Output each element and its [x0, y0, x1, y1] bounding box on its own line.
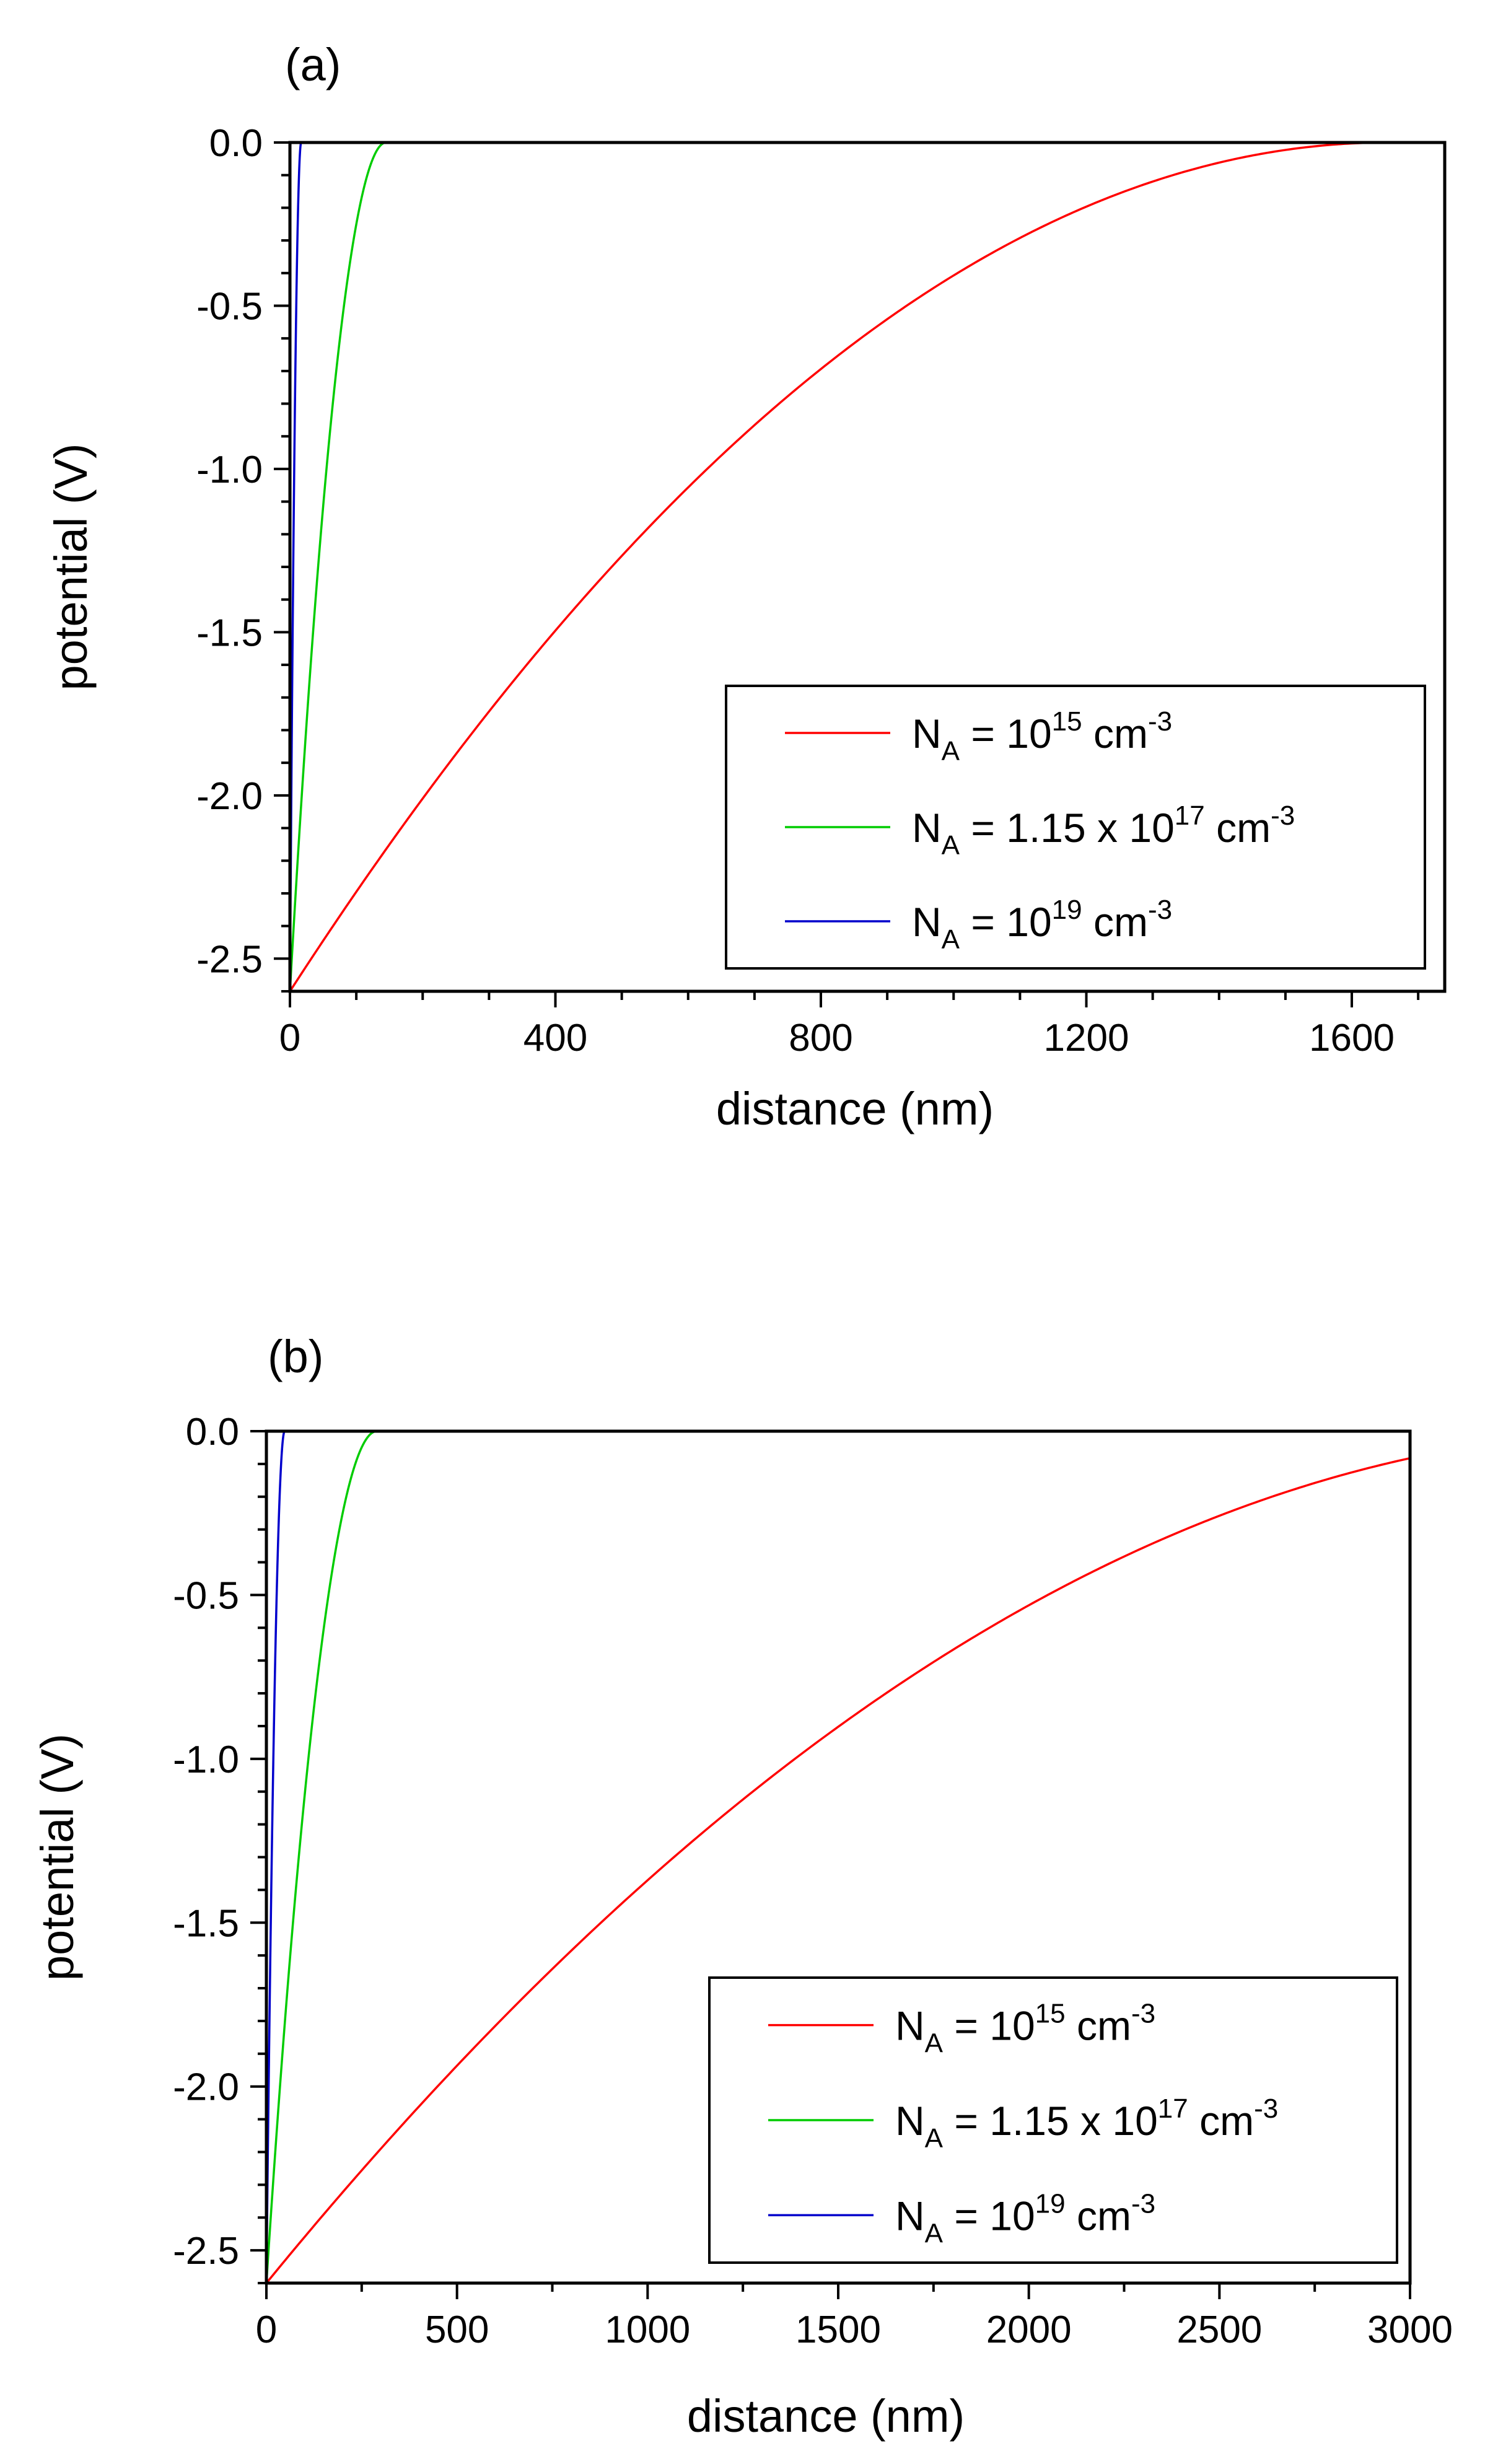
panel-b-legend-label-2: NA = 1.15 x 1017 cm-3	[895, 2094, 1278, 2154]
panel-a-y-tick-label: -2.0	[196, 775, 263, 818]
panel-a-label: (a)	[285, 39, 341, 90]
panel-b-x-tick-label: 1000	[605, 2308, 690, 2351]
panel-b-series-group	[266, 1431, 1410, 2283]
panel-b-y-tick-label: -1.5	[173, 1902, 239, 1945]
panel-b-series-line-3	[266, 1431, 1410, 2283]
panel-b-series-line-2	[266, 1431, 1410, 2283]
panel-a-legend: NA = 1015 cm-3 NA = 1.15 x 1017 cm-3 NA = …	[725, 685, 1426, 970]
panel-a-y-tick-label: -0.5	[196, 285, 263, 328]
panel-a-y-tick-label: -1.0	[196, 449, 263, 491]
panel-a-series-line-1	[290, 142, 1445, 991]
panel-a-x-tick-label: 400	[523, 1017, 587, 1059]
panel-b-y-tick-label: -0.5	[173, 1574, 239, 1617]
panel-a-x-tick-label: 0	[279, 1017, 300, 1059]
panel-a-series-line-2	[290, 142, 1445, 991]
panel-b-legend-label-3: NA = 1019 cm-3	[895, 2188, 1155, 2248]
panel-b-x-axis-title: distance (nm)	[687, 2390, 965, 2442]
panel-a-legend-label-2: NA = 1.15 x 1017 cm-3	[912, 800, 1295, 861]
panel-a-y-tick-label: -1.5	[196, 612, 263, 654]
panel-a-x-tick-label: 800	[789, 1017, 852, 1059]
panel-b-x-tick-label: 3000	[1367, 2308, 1453, 2351]
panel-a-y-axis-title: potential (V)	[45, 444, 97, 691]
panel-a-y-tick-label: 0.0	[209, 122, 263, 165]
panel-a-legend-label-3: NA = 1019 cm-3	[912, 895, 1172, 955]
panel-b-legend-label-1: NA = 1015 cm-3	[895, 1999, 1155, 2059]
panel-b-y-tick-label: -2.5	[173, 2230, 239, 2273]
panel-b-x-tick-label: 2500	[1176, 2308, 1262, 2351]
panel-b-x-tick-label: 2000	[986, 2308, 1072, 2351]
panel-a-series-line-3	[290, 142, 1445, 991]
panel-a-x-tick-label: 1600	[1309, 1017, 1395, 1059]
panel-b: (b) 0 500 1000 1500 2000 2500 3000 0.0 -0.5 -1.0 -1…	[32, 1331, 1453, 2442]
panel-a-x-axis-title: distance (nm)	[716, 1083, 994, 1134]
panel-b-y-tick-label: -1.0	[173, 1738, 239, 1781]
panel-a-series-group	[290, 142, 1445, 991]
panel-b-series-line-1	[266, 1457, 1410, 2283]
panel-a: (a) 0 400 800 1200 1600 0.0 -0.5 -1.0 -1.5 -2.0 -2.…	[45, 39, 1447, 1134]
panel-a-legend-label-1: NA = 1015 cm-3	[912, 706, 1172, 766]
panel-b-y-axis-title: potential (V)	[32, 1734, 83, 1981]
panel-b-label: (b)	[268, 1331, 323, 1382]
panel-a-x-tick-label: 1200	[1044, 1017, 1129, 1059]
panel-b-y-tick-label: -2.0	[173, 2066, 239, 2109]
panel-b-x-tick-label: 1500	[795, 2308, 881, 2351]
panel-b-y-tick-label: 0.0	[186, 1411, 239, 1453]
panel-b-legend: NA = 1015 cm-3 NA = 1.15 x 1017 cm-3 NA = …	[708, 1976, 1398, 2264]
panel-a-y-tick-label: -2.5	[196, 938, 263, 981]
panel-b-x-tick-label: 500	[425, 2308, 489, 2351]
panel-b-x-tick-label: 0	[256, 2308, 277, 2351]
